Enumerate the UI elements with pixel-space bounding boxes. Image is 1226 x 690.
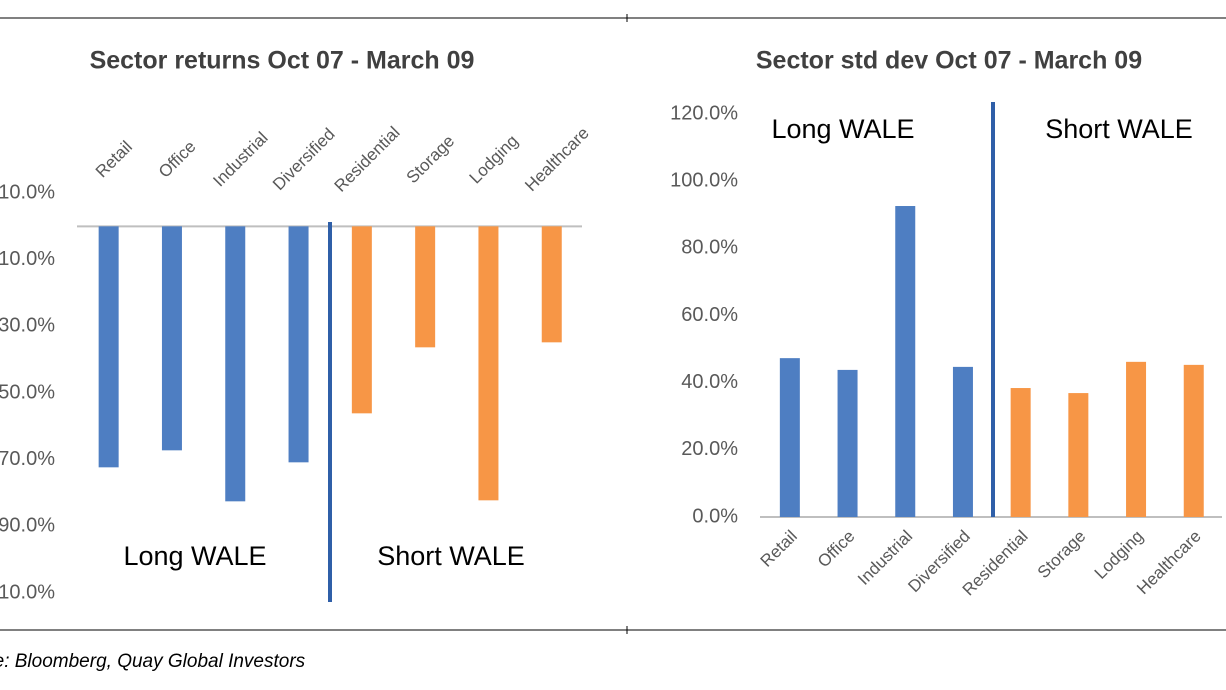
bar [98,226,119,468]
y-tick-label: 20.0% [681,438,738,460]
bar [225,226,246,502]
annotation: Short WALE [377,541,525,571]
annotation: Long WALE [771,114,914,144]
bar [1126,361,1147,517]
y-tick-label: -50.0% [0,381,55,403]
y-tick-label: -70.0% [0,448,55,470]
y-tick-label: 40.0% [681,371,738,393]
y-tick-label: 0.0% [692,505,738,527]
y-tick-label: 10.0% [0,181,55,203]
bar [1010,388,1031,517]
y-tick-label: -90.0% [0,515,55,537]
y-tick-label: 100.0% [670,169,738,191]
chart-title: Sector std dev Oct 07 - March 09 [756,47,1142,75]
bar [161,226,182,451]
bar [1183,364,1204,517]
bar [478,226,499,501]
annotation: Long WALE [123,541,266,571]
bar [351,226,372,414]
bar [837,369,858,517]
y-tick-label: 120.0% [670,102,738,124]
chart-title: Sector returns Oct 07 - March 09 [90,47,475,75]
y-tick-label: -110.0% [0,581,55,603]
source: Source: Bloomberg, Quay Global Investors [0,651,306,672]
bar [288,226,309,463]
bar [895,206,916,518]
annotation: Short WALE [1045,114,1193,144]
bar [779,358,800,517]
bar [952,366,973,517]
bar [415,226,436,348]
y-tick-label: -30.0% [0,315,55,337]
bar [541,226,562,343]
y-tick-label: -10.0% [0,248,55,270]
bar [1068,393,1089,517]
y-tick-label: 80.0% [681,237,738,259]
y-tick-label: 60.0% [681,304,738,326]
